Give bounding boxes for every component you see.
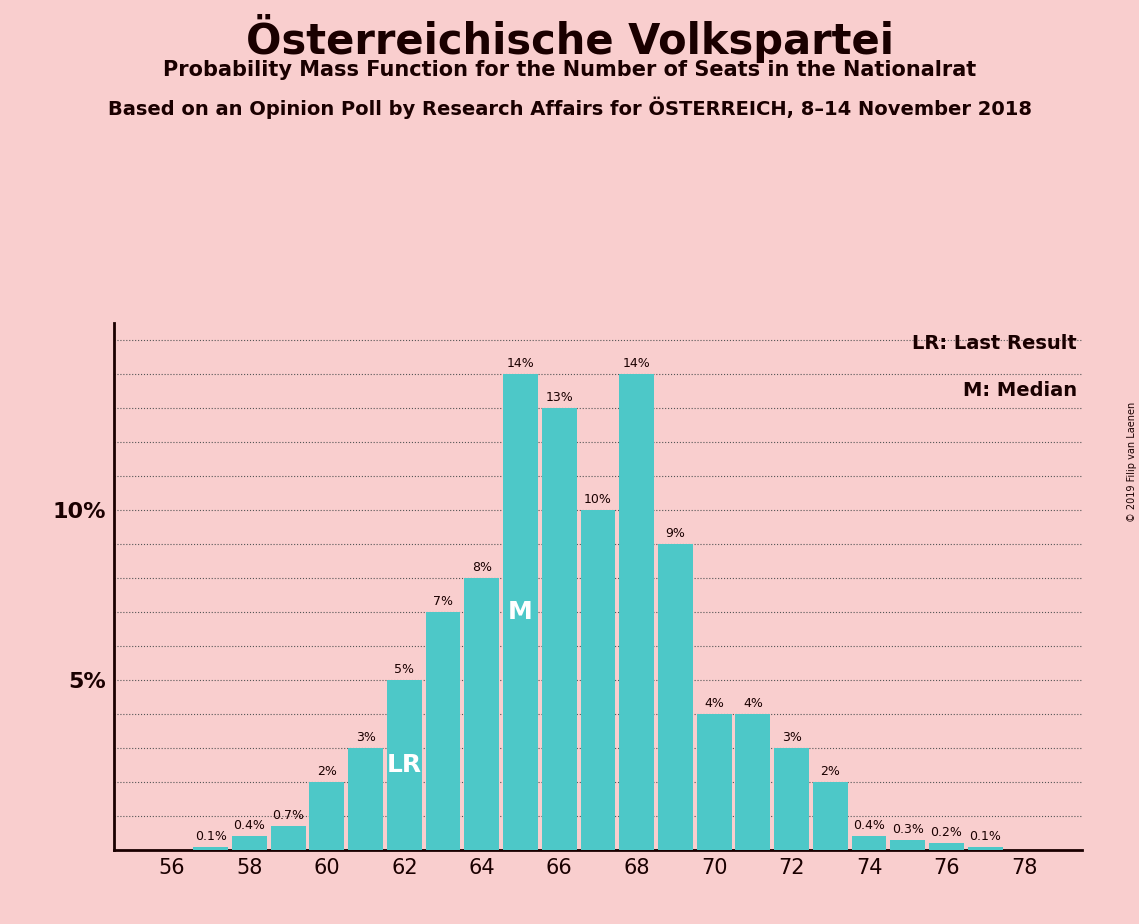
Bar [775, 748, 809, 850]
Text: 0.1%: 0.1% [195, 830, 227, 843]
Text: 14%: 14% [623, 358, 650, 371]
Bar [387, 680, 421, 850]
Text: 13%: 13% [546, 391, 573, 405]
Text: 0.4%: 0.4% [233, 820, 265, 833]
Text: 4%: 4% [743, 697, 763, 710]
Text: 0.1%: 0.1% [969, 830, 1001, 843]
Text: 2%: 2% [317, 765, 337, 778]
Bar [620, 374, 654, 850]
Text: LR: Last Result: LR: Last Result [912, 334, 1077, 353]
Text: © 2019 Filip van Laenen: © 2019 Filip van Laenen [1126, 402, 1137, 522]
Text: 0.7%: 0.7% [272, 809, 304, 822]
Bar [813, 782, 847, 850]
Bar [581, 510, 615, 850]
Bar [697, 714, 731, 850]
Text: 7%: 7% [433, 595, 453, 608]
Bar [736, 714, 770, 850]
Text: Based on an Opinion Poll by Research Affairs for ÖSTERREICH, 8–14 November 2018: Based on an Opinion Poll by Research Aff… [107, 97, 1032, 119]
Text: 2%: 2% [820, 765, 841, 778]
Bar [310, 782, 344, 850]
Text: 4%: 4% [704, 697, 724, 710]
Bar [503, 374, 538, 850]
Text: 10%: 10% [584, 493, 612, 506]
Text: 3%: 3% [781, 731, 802, 744]
Bar [968, 846, 1002, 850]
Text: 8%: 8% [472, 561, 492, 574]
Text: Probability Mass Function for the Number of Seats in the Nationalrat: Probability Mass Function for the Number… [163, 60, 976, 80]
Text: LR: LR [387, 753, 421, 777]
Bar [658, 544, 693, 850]
Text: 9%: 9% [665, 528, 686, 541]
Bar [271, 826, 305, 850]
Bar [929, 844, 964, 850]
Text: M: M [508, 601, 533, 625]
Text: Österreichische Volkspartei: Österreichische Volkspartei [246, 14, 893, 63]
Bar [426, 613, 460, 850]
Text: 0.3%: 0.3% [892, 822, 924, 836]
Bar [852, 836, 886, 850]
Text: M: Median: M: Median [964, 382, 1077, 400]
Bar [194, 846, 228, 850]
Text: 14%: 14% [507, 358, 534, 371]
Text: 0.4%: 0.4% [853, 820, 885, 833]
Text: 5%: 5% [394, 663, 415, 676]
Bar [891, 840, 925, 850]
Bar [542, 408, 576, 850]
Text: 3%: 3% [355, 731, 376, 744]
Bar [349, 748, 383, 850]
Bar [232, 836, 267, 850]
Text: 0.2%: 0.2% [931, 826, 962, 839]
Bar [465, 578, 499, 850]
